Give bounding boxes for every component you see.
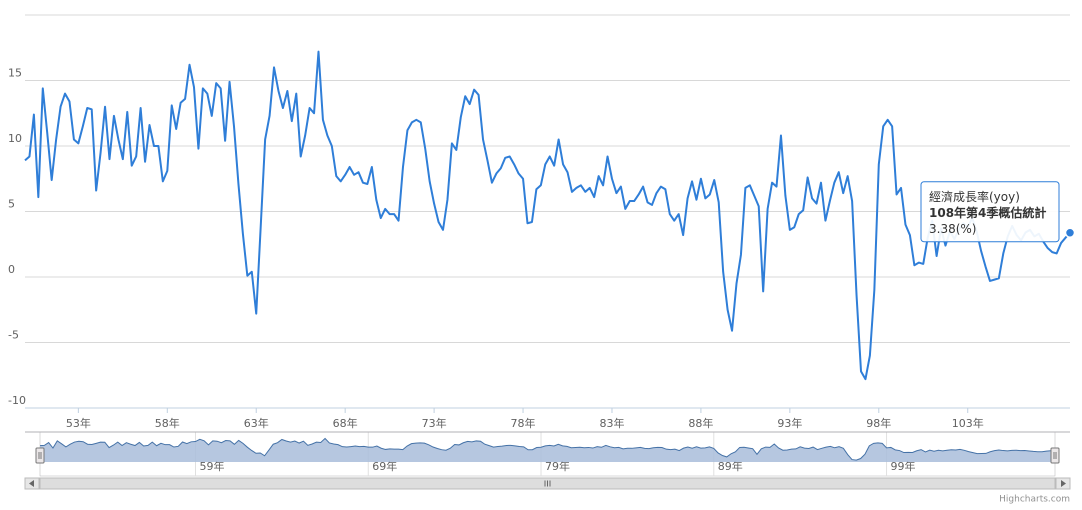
x-tick-label: 103年 xyxy=(952,416,984,430)
navigator-tick-label: 59年 xyxy=(199,459,224,473)
x-tick-label: 93年 xyxy=(777,416,802,430)
x-tick-label: 78年 xyxy=(511,416,536,430)
y-tick-label: 5 xyxy=(8,198,15,211)
x-tick-label: 73年 xyxy=(422,416,447,430)
x-tick-label: 98年 xyxy=(866,416,891,430)
x-tick-label: 63年 xyxy=(244,416,269,430)
scrollbar-left-arrow xyxy=(29,480,34,487)
navigator-handle-grip xyxy=(1053,452,1057,459)
y-tick-label: 0 xyxy=(8,263,15,276)
navigator-area xyxy=(40,438,1055,462)
navigator-handle[interactable] xyxy=(35,447,45,464)
navigator-tick-label: 89年 xyxy=(718,459,743,473)
x-tick-label: 88年 xyxy=(688,416,713,430)
scrollbar-right-arrow xyxy=(1061,480,1066,487)
y-tick-label: 10 xyxy=(8,132,22,145)
tooltip-value: 3.38(%) xyxy=(929,222,976,236)
navigator-tick-label: 79年 xyxy=(545,459,570,473)
x-tick-label: 68年 xyxy=(333,416,358,430)
point-marker xyxy=(1064,227,1076,238)
x-tick-label: 83年 xyxy=(599,416,624,430)
series-line xyxy=(24,50,1071,381)
tooltip-series-name: 經濟成長率(yoy) xyxy=(929,189,1020,204)
x-tick-label: 58年 xyxy=(155,416,180,430)
y-tick-label: -5 xyxy=(8,329,19,342)
scrollbar-grip xyxy=(544,480,551,487)
navigator-tick-label: 69年 xyxy=(372,459,397,473)
tooltip-header: 108年第4季概估統計 xyxy=(929,205,1046,220)
navigator-handle[interactable] xyxy=(1050,447,1060,464)
tooltip-box xyxy=(920,181,1060,243)
navigator-line xyxy=(39,437,1056,461)
credits[interactable]: Highcharts.com xyxy=(999,495,1070,505)
x-tick-label: 53年 xyxy=(66,416,91,430)
y-tick-label: 15 xyxy=(8,67,22,80)
y-tick-label: -10 xyxy=(8,394,26,407)
navigator-handle-grip xyxy=(38,452,42,459)
navigator-tick-label: 99年 xyxy=(891,459,916,473)
